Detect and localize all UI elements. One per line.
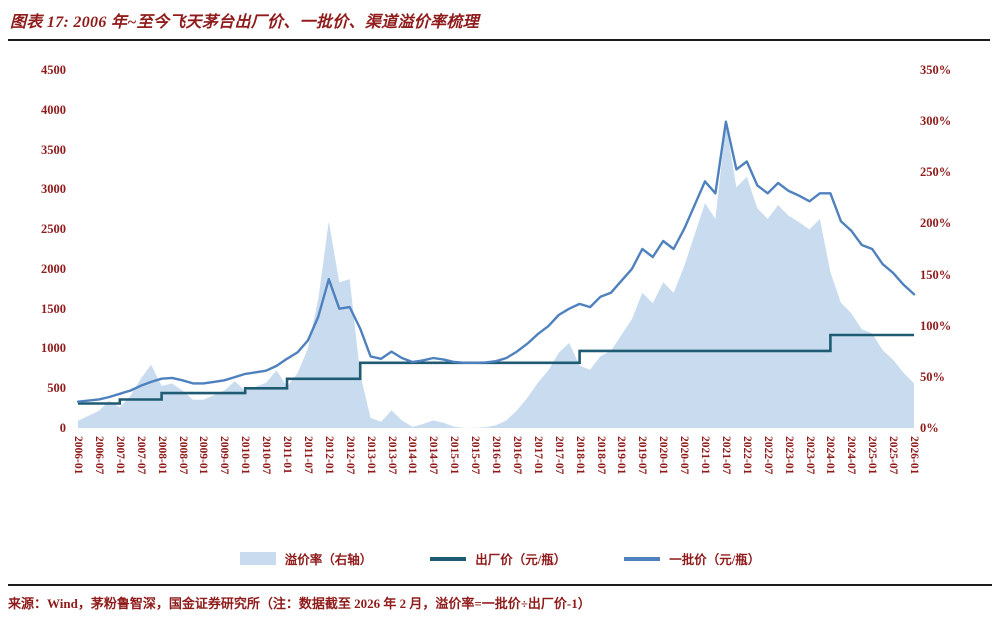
price-premium-chart	[76, 120, 916, 429]
x-axis-tick: 2016-01	[490, 436, 502, 475]
left-axis-tick: 3500	[41, 142, 66, 157]
x-axis-tick: 2013-07	[385, 436, 398, 475]
legend-item-premium: 溢价率（右轴）	[239, 549, 373, 568]
left-axis-tick: 4500	[41, 63, 66, 77]
left-axis-tick: 2000	[41, 261, 66, 276]
legend-item-batch-price: 一批价（元/瓶）	[624, 549, 760, 568]
x-axis-tick: 2015-01	[448, 436, 461, 475]
left-axis-tick: 500	[47, 381, 66, 396]
x-axis-tick: 2009-07	[218, 436, 231, 475]
x-axis-tick: 2021-07	[719, 436, 732, 475]
x-axis-tick: 2020-01	[657, 436, 670, 475]
x-axis-tick: 2010-07	[260, 436, 273, 475]
x-axis-tick: 2013-01	[364, 436, 377, 475]
right-axis-tick: 200%	[920, 216, 952, 231]
x-axis-tick: 2018-01	[573, 436, 586, 475]
batch-price-line-swatch	[624, 556, 661, 561]
right-axis-tick: 100%	[920, 318, 952, 333]
legend-item-factory-price: 出厂价（元/瓶）	[430, 549, 566, 568]
x-axis-tick: 2007-01	[113, 436, 126, 475]
x-axis-tick: 2017-07	[552, 436, 565, 475]
left-axis-tick: 4000	[41, 102, 66, 117]
x-axis-tick: 2010-01	[239, 436, 252, 475]
x-axis-tick: 2018-07	[594, 436, 607, 475]
x-axis-tick: 2008-01	[155, 436, 168, 475]
legend: 溢价率（右轴） 出厂价（元/瓶） 一批价（元/瓶）	[0, 549, 1000, 568]
x-axis-tick: 2014-07	[427, 436, 440, 475]
right-axis-tick: 250%	[920, 165, 952, 180]
legend-label-factory-price: 出厂价（元/瓶）	[475, 553, 567, 567]
x-axis-tick: 2006-01	[72, 436, 84, 475]
right-axis-tick: 50%	[920, 369, 945, 384]
left-axis-tick: 1000	[41, 341, 66, 356]
right-axis-tick: 350%	[920, 63, 952, 77]
x-axis-tick: 2020-07	[678, 436, 691, 475]
right-axis-tick: 300%	[920, 114, 952, 129]
x-axis-tick: 2019-01	[615, 436, 628, 475]
x-axis-tick: 2014-01	[406, 436, 419, 475]
legend-label-batch-price: 一批价（元/瓶）	[669, 553, 761, 567]
x-axis-tick: 2016-07	[510, 436, 523, 475]
x-axis-tick: 2007-07	[134, 436, 147, 475]
x-axis-tick: 2008-07	[176, 436, 189, 475]
x-axis-tick: 2023-07	[803, 436, 816, 475]
right-axis-tick: 0%	[920, 421, 939, 435]
x-axis-tick: 2023-01	[782, 436, 795, 475]
x-axis-tick: 2006-07	[92, 436, 105, 475]
right-axis-tick: 150%	[920, 267, 952, 282]
x-axis-tick: 2024-01	[824, 436, 837, 475]
x-axis-tick: 2011-07	[301, 436, 314, 474]
premium-area-swatch	[239, 552, 276, 565]
left-axis-ticks: 4500 4000 3500 3000 2500 2000 1500 1000 500 0	[26, 63, 72, 435]
x-axis-ticks: 2006-01 2006-07 2007-01 2007-07 2008-01 2008-…	[72, 434, 920, 514]
factory-price-line-swatch	[430, 556, 467, 561]
title-underline	[8, 39, 990, 41]
x-axis-tick: 2025-01	[866, 436, 879, 475]
x-axis-tick: 2012-01	[322, 436, 335, 475]
left-axis-tick: 0	[59, 421, 66, 435]
footer-rule	[8, 584, 992, 586]
x-axis-tick: 2024-07	[845, 436, 858, 475]
x-axis-tick: 2015-07	[469, 436, 482, 475]
x-axis-tick: 2021-01	[699, 436, 711, 475]
x-axis-tick: 2019-07	[636, 436, 649, 475]
left-axis-tick: 1500	[41, 301, 66, 316]
batch-price-line	[76, 120, 916, 403]
right-axis-ticks: 350% 300% 250% 200% 150% 100% 50% 0%	[920, 63, 980, 435]
x-axis-tick: 2026-01	[908, 436, 920, 475]
left-axis-tick: 2500	[41, 222, 66, 237]
x-axis-tick: 2011-01	[281, 436, 293, 474]
left-axis-tick: 3000	[41, 182, 66, 197]
x-axis-tick: 2009-01	[197, 436, 210, 475]
figure-title: 图表 17: 2006 年~至今飞天茅台出厂价、一批价、渠道溢价率梳理	[10, 14, 479, 31]
x-axis-tick: 2017-01	[531, 436, 544, 475]
x-axis-tick: 2022-01	[740, 436, 753, 475]
x-axis-tick: 2022-07	[761, 436, 774, 475]
x-axis-tick: 2025-07	[887, 436, 900, 475]
legend-label-premium: 溢价率（右轴）	[284, 553, 373, 567]
source-note: 来源：Wind，茅粉鲁智深，国金证券研究所（注：数据截至 2026 年 2 月，…	[8, 596, 591, 611]
x-axis-tick: 2012-07	[343, 436, 356, 475]
